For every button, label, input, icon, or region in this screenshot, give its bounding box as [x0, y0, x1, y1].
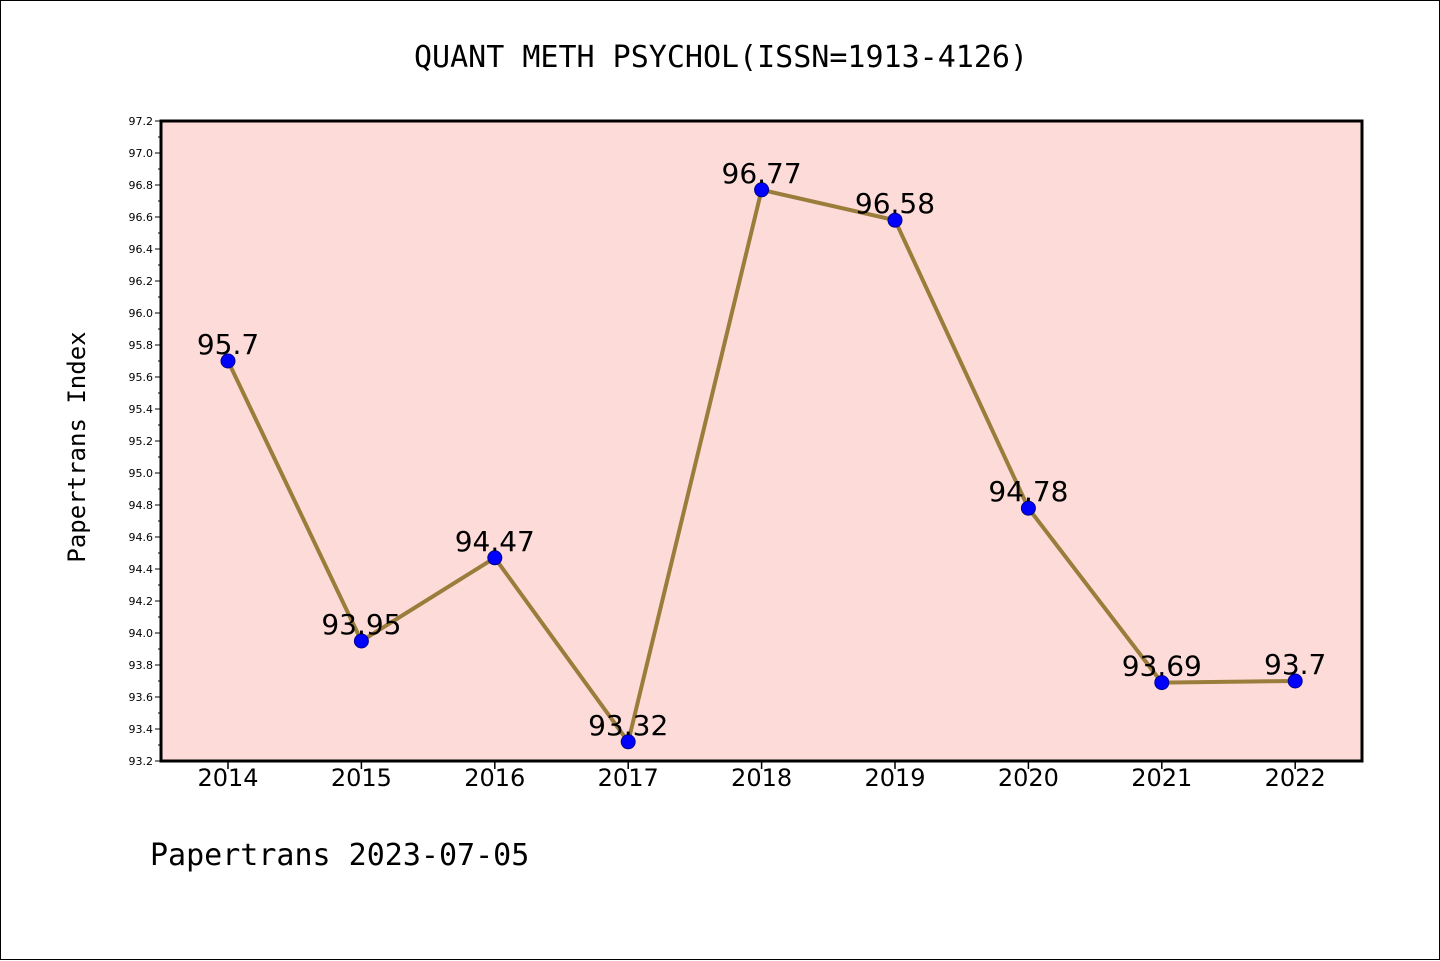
- y-tick-label: 94.6: [129, 531, 154, 544]
- data-point: [1154, 675, 1170, 691]
- x-axis: 2014 2015 2016 2017 2018 2019 2020 2021 2022: [197, 761, 1326, 792]
- y-tick-label: 94.4: [129, 563, 154, 576]
- plot-border: [159, 119, 1364, 763]
- data-point: [353, 633, 369, 649]
- data-label: 93.7: [1264, 648, 1326, 681]
- x-tick-label: 2017: [598, 764, 659, 792]
- y-tick-label: 96.0: [129, 307, 154, 320]
- y-tick-label: 95.8: [129, 339, 154, 352]
- y-tick-label: 97.2: [129, 115, 154, 128]
- y-tick-label: 95.4: [129, 403, 154, 416]
- data-point: [754, 182, 770, 198]
- y-tick-label: 96.4: [129, 243, 154, 256]
- y-tick-label: 96.6: [129, 211, 154, 224]
- y-tick-label: 96.8: [129, 179, 154, 192]
- chart-title: QUANT METH PSYCHOL(ISSN=1913-4126): [414, 40, 1028, 75]
- y-tick-label: 93.4: [129, 723, 154, 736]
- x-tick-label: 2015: [331, 764, 392, 792]
- data-label: 95.7: [197, 328, 259, 361]
- x-tick-label: 2022: [1265, 764, 1326, 792]
- x-tick-label: 2019: [864, 764, 925, 792]
- footer-source: Papertrans 2023-07-05: [150, 838, 529, 873]
- y-tick-label: 95.6: [129, 371, 154, 384]
- data-label: 93.69: [1122, 650, 1202, 683]
- x-tick-label: 2018: [731, 764, 792, 792]
- data-label: 94.47: [455, 525, 535, 558]
- data-point: [487, 550, 503, 566]
- x-tick-label: 2020: [998, 764, 1059, 792]
- data-point: [1020, 500, 1036, 516]
- y-axis: 93.2 93.4 93.6 93.8 94.0 94.2 94.4 94.6 94.8 95.0…: [129, 115, 161, 768]
- y-tick-label: 93.2: [129, 755, 154, 768]
- y-tick-label: 96.2: [129, 275, 154, 288]
- data-point: [887, 212, 903, 228]
- y-tick-label: 95.0: [129, 467, 154, 480]
- y-tick-label: 97.0: [129, 147, 154, 160]
- data-label: 93.32: [588, 709, 668, 742]
- data-label: 94.78: [988, 475, 1068, 508]
- x-tick-label: 2016: [464, 764, 525, 792]
- data-point: [1287, 673, 1303, 689]
- data-label: 93.95: [321, 608, 401, 641]
- plot-area: [161, 121, 1362, 761]
- x-tick-label: 2014: [197, 764, 258, 792]
- data-point: [620, 734, 636, 750]
- data-point: [220, 353, 236, 369]
- x-tick-label: 2021: [1131, 764, 1192, 792]
- y-tick-label: 93.6: [129, 691, 154, 704]
- y-tick-label: 93.8: [129, 659, 154, 672]
- data-label: 96.58: [855, 187, 935, 220]
- y-axis-label: Papertrans Index: [63, 331, 91, 562]
- y-tick-label: 94.0: [129, 627, 154, 640]
- data-labels: 95.7 93.95 94.47 93.32 96.77 96.58 94.78 93.69 9…: [197, 157, 1327, 742]
- data-points: [220, 182, 1303, 750]
- data-label: 96.77: [722, 157, 802, 190]
- y-tick-label: 95.2: [129, 435, 154, 448]
- y-tick-label: 94.2: [129, 595, 154, 608]
- y-tick-label: 94.8: [129, 499, 154, 512]
